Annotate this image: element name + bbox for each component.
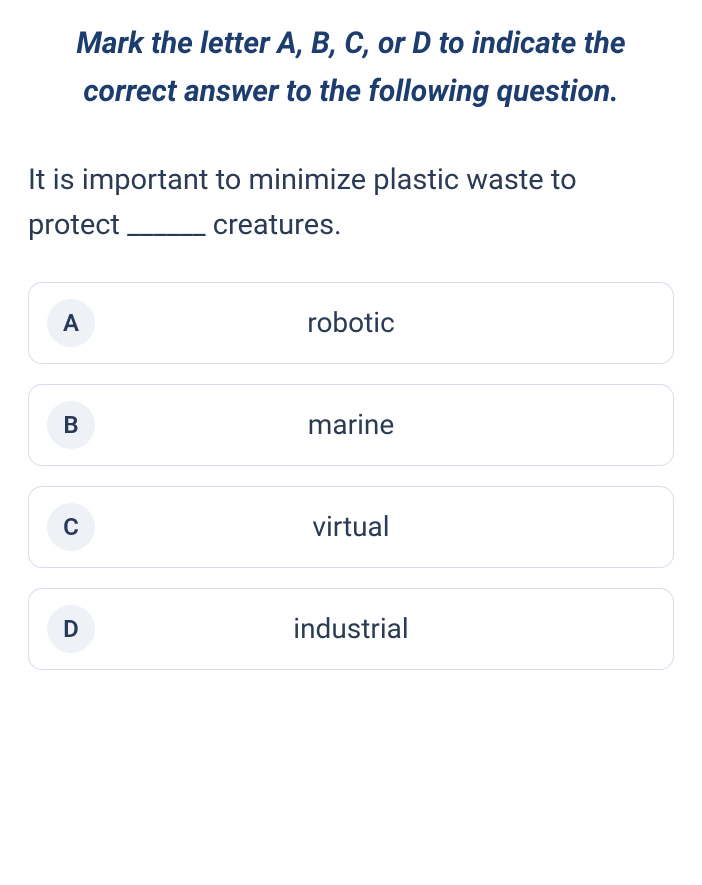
option-answer-text: robotic	[307, 306, 395, 339]
option-b[interactable]: B marine	[28, 384, 674, 466]
option-answer-text: marine	[308, 408, 394, 441]
option-answer-text: virtual	[312, 510, 389, 543]
instruction-text: Mark the letter A, B, C, or D to indicat…	[28, 20, 674, 116]
option-c[interactable]: C virtual	[28, 486, 674, 568]
option-letter: C	[47, 503, 95, 551]
question-text: It is important to minimize plastic wast…	[28, 158, 674, 248]
option-a[interactable]: A robotic	[28, 282, 674, 364]
options-list: A robotic B marine C virtual D industria…	[28, 282, 674, 670]
option-letter: B	[47, 401, 95, 449]
option-d[interactable]: D industrial	[28, 588, 674, 670]
option-answer-text: industrial	[293, 612, 408, 645]
option-letter: A	[47, 299, 95, 347]
option-letter: D	[47, 605, 95, 653]
